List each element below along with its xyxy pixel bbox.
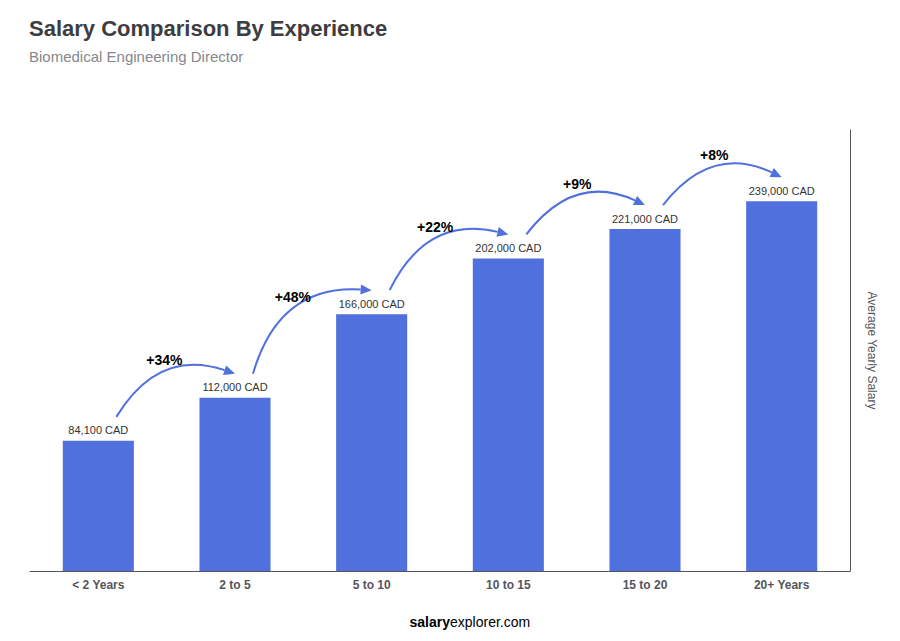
svg-text:5 to 10: 5 to 10 [353,578,391,592]
svg-text:+34%: +34% [146,352,183,368]
svg-text:Biomedical Engineering Directo: Biomedical Engineering Director [29,48,243,65]
svg-text:+8%: +8% [700,147,729,163]
svg-text:20+ Years: 20+ Years [754,578,810,592]
svg-text:221,000 CAD: 221,000 CAD [612,213,678,225]
svg-text:202,000 CAD: 202,000 CAD [475,242,541,254]
svg-text:Salary Comparison By Experienc: Salary Comparison By Experience [29,16,387,41]
svg-text:Average Yearly Salary: Average Yearly Salary [865,292,879,410]
svg-text:10 to 15: 10 to 15 [486,578,531,592]
svg-text:15 to 20: 15 to 20 [623,578,668,592]
svg-text:239,000 CAD: 239,000 CAD [749,185,815,197]
svg-text:84,100 CAD: 84,100 CAD [68,424,128,436]
svg-text:+48%: +48% [275,289,312,305]
svg-text:166,000 CAD: 166,000 CAD [339,298,405,310]
svg-text:explorer.com: explorer.com [450,614,530,630]
svg-text:+22%: +22% [417,219,454,235]
svg-text:112,000 CAD: 112,000 CAD [202,381,267,393]
svg-text:salary: salary [410,614,451,630]
svg-text:2 to 5: 2 to 5 [219,578,251,592]
svg-text:+9%: +9% [563,176,592,192]
svg-text:< 2 Years: < 2 Years [72,578,124,592]
